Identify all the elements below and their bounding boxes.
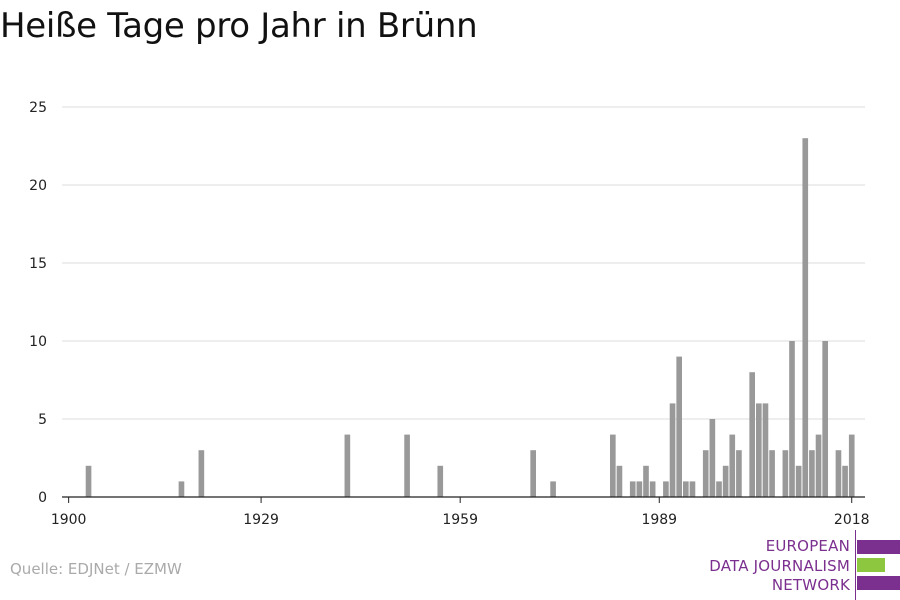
- bar-2010: [795, 465, 802, 497]
- source-note: Quelle: EDJNet / EZMW: [10, 560, 182, 578]
- tick-labels: 0 5 10 15 20 25 1900 1929 1959 1989 2018: [29, 100, 869, 528]
- axes: [62, 496, 865, 503]
- bar-2009: [789, 341, 795, 497]
- y-tick-label-0: 0: [38, 490, 47, 506]
- x-tick-label-1959: 1959: [442, 512, 478, 528]
- bar-1942: [344, 434, 351, 497]
- bar-2006: [769, 450, 775, 497]
- bar-1982: [609, 434, 616, 497]
- x-tick-label-1929: 1929: [243, 512, 279, 528]
- bar-2016: [835, 450, 842, 497]
- logo-line-1: EUROPEAN: [765, 537, 850, 555]
- bar-1994: [689, 481, 696, 497]
- bar-2011: [802, 138, 809, 497]
- x-tick-label-1989: 1989: [641, 512, 677, 528]
- bar-1990: [663, 481, 669, 497]
- logo-bar-green: [857, 558, 885, 572]
- bar-2005: [762, 403, 769, 497]
- chart-title: Heiße Tage pro Jahr in Brünn: [0, 6, 478, 46]
- logo-bar-purple-top: [857, 540, 900, 554]
- bar-2017: [842, 465, 848, 497]
- bar-1987: [643, 465, 649, 497]
- bar-1991: [669, 403, 676, 497]
- bar-1917: [178, 481, 185, 497]
- bar-1992: [676, 356, 683, 497]
- bar-2014: [822, 341, 829, 497]
- bar-2003: [749, 372, 756, 497]
- y-tick-label-25: 25: [29, 100, 47, 116]
- bar-1951: [404, 434, 410, 497]
- bar-2018: [848, 434, 855, 497]
- bar-1985: [629, 481, 636, 497]
- bar-1986: [636, 481, 643, 497]
- edjnet-logo: EUROPEAN DATA JOURNALISM NETWORK: [700, 530, 900, 600]
- y-tick-label-20: 20: [29, 178, 47, 194]
- bar-2008: [782, 450, 789, 497]
- bar-2013: [815, 434, 822, 497]
- bar-1970: [530, 450, 537, 497]
- logo-line-2: DATA JOURNALISM: [709, 557, 850, 575]
- logo-line-3: NETWORK: [771, 576, 850, 594]
- bar-1973: [550, 481, 556, 497]
- y-tick-label-5: 5: [38, 412, 47, 428]
- bar-1956: [437, 465, 444, 497]
- bar-1996: [702, 450, 709, 497]
- bar-2000: [729, 434, 736, 497]
- bar-1983: [616, 465, 623, 497]
- logo-separator: [855, 530, 856, 600]
- grid-lines: [62, 106, 865, 420]
- y-tick-label-10: 10: [29, 334, 47, 350]
- x-tick-label-1900: 1900: [51, 512, 87, 528]
- y-tick-label-15: 15: [29, 256, 47, 272]
- bar-1988: [649, 481, 656, 497]
- bar-1999: [722, 465, 729, 497]
- logo-bar-purple-bottom: [857, 576, 900, 590]
- bar-2012: [809, 450, 815, 497]
- bar-1903: [85, 465, 92, 497]
- bar-1998: [716, 481, 722, 497]
- bar-1920: [198, 450, 205, 497]
- bar-2004: [755, 403, 762, 497]
- bar-1993: [682, 481, 689, 497]
- bar-1997: [709, 419, 716, 497]
- bar-2001: [736, 450, 742, 497]
- bars: [85, 138, 855, 497]
- x-tick-label-2018: 2018: [834, 512, 870, 528]
